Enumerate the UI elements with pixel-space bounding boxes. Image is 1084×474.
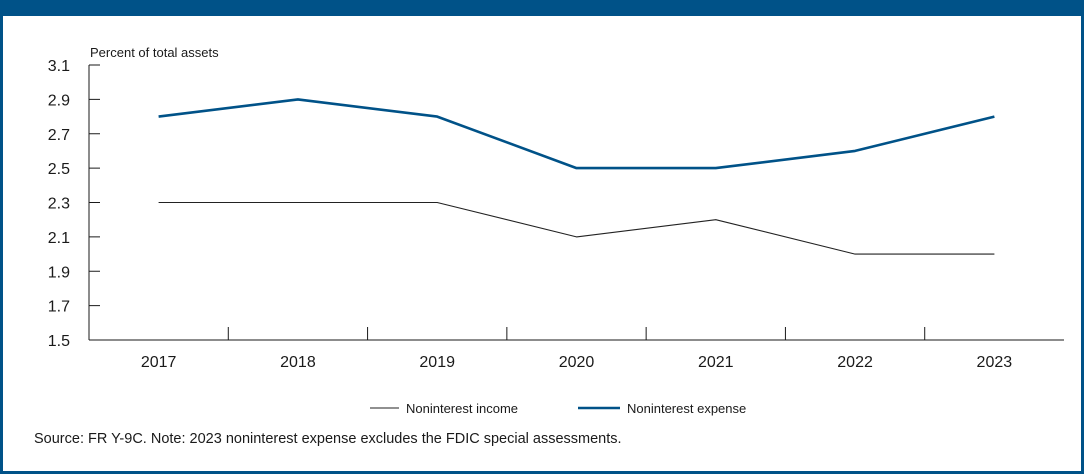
figure-header-bar — [0, 0, 1084, 16]
y-axis-title: Percent of total assets — [90, 45, 219, 60]
y-axis: 1.5 1.7 1.9 2.1 2.3 2.5 2.7 2.9 3.1 — [48, 58, 100, 350]
series-line-noninterest-income — [158, 201, 995, 255]
x-tick-label: 2021 — [698, 354, 734, 371]
x-tick-label: 2018 — [280, 354, 316, 371]
y-tick-label: 2.9 — [48, 92, 70, 109]
y-tick-label: 2.5 — [48, 161, 70, 178]
y-tick-label: 1.7 — [48, 299, 70, 316]
y-tick-label: 1.5 — [48, 333, 70, 350]
y-tick-label: 3.1 — [48, 58, 70, 75]
x-tick-label: 2017 — [141, 354, 177, 371]
x-tick-label: 2022 — [837, 354, 873, 371]
x-tick-label: 2020 — [559, 354, 595, 371]
source-note: Source: FR Y-9C. Note: 2023 noninterest … — [34, 431, 622, 447]
series-lines — [158, 98, 995, 255]
y-tick-label: 1.9 — [48, 264, 70, 281]
y-tick-label: 2.3 — [48, 196, 70, 213]
legend-label: Noninterest income — [406, 401, 518, 416]
x-tick-label: 2019 — [419, 354, 455, 371]
series-line-noninterest-expense — [158, 98, 995, 170]
y-tick-label: 2.7 — [48, 127, 70, 144]
x-tick-label: 2023 — [977, 354, 1013, 371]
y-tick-label: 2.1 — [48, 230, 70, 247]
legend: Noninterest income Noninterest expense — [370, 401, 746, 416]
x-axis: 2017 2018 2019 2020 2021 2022 2023 — [89, 327, 1064, 371]
legend-label: Noninterest expense — [627, 401, 746, 416]
